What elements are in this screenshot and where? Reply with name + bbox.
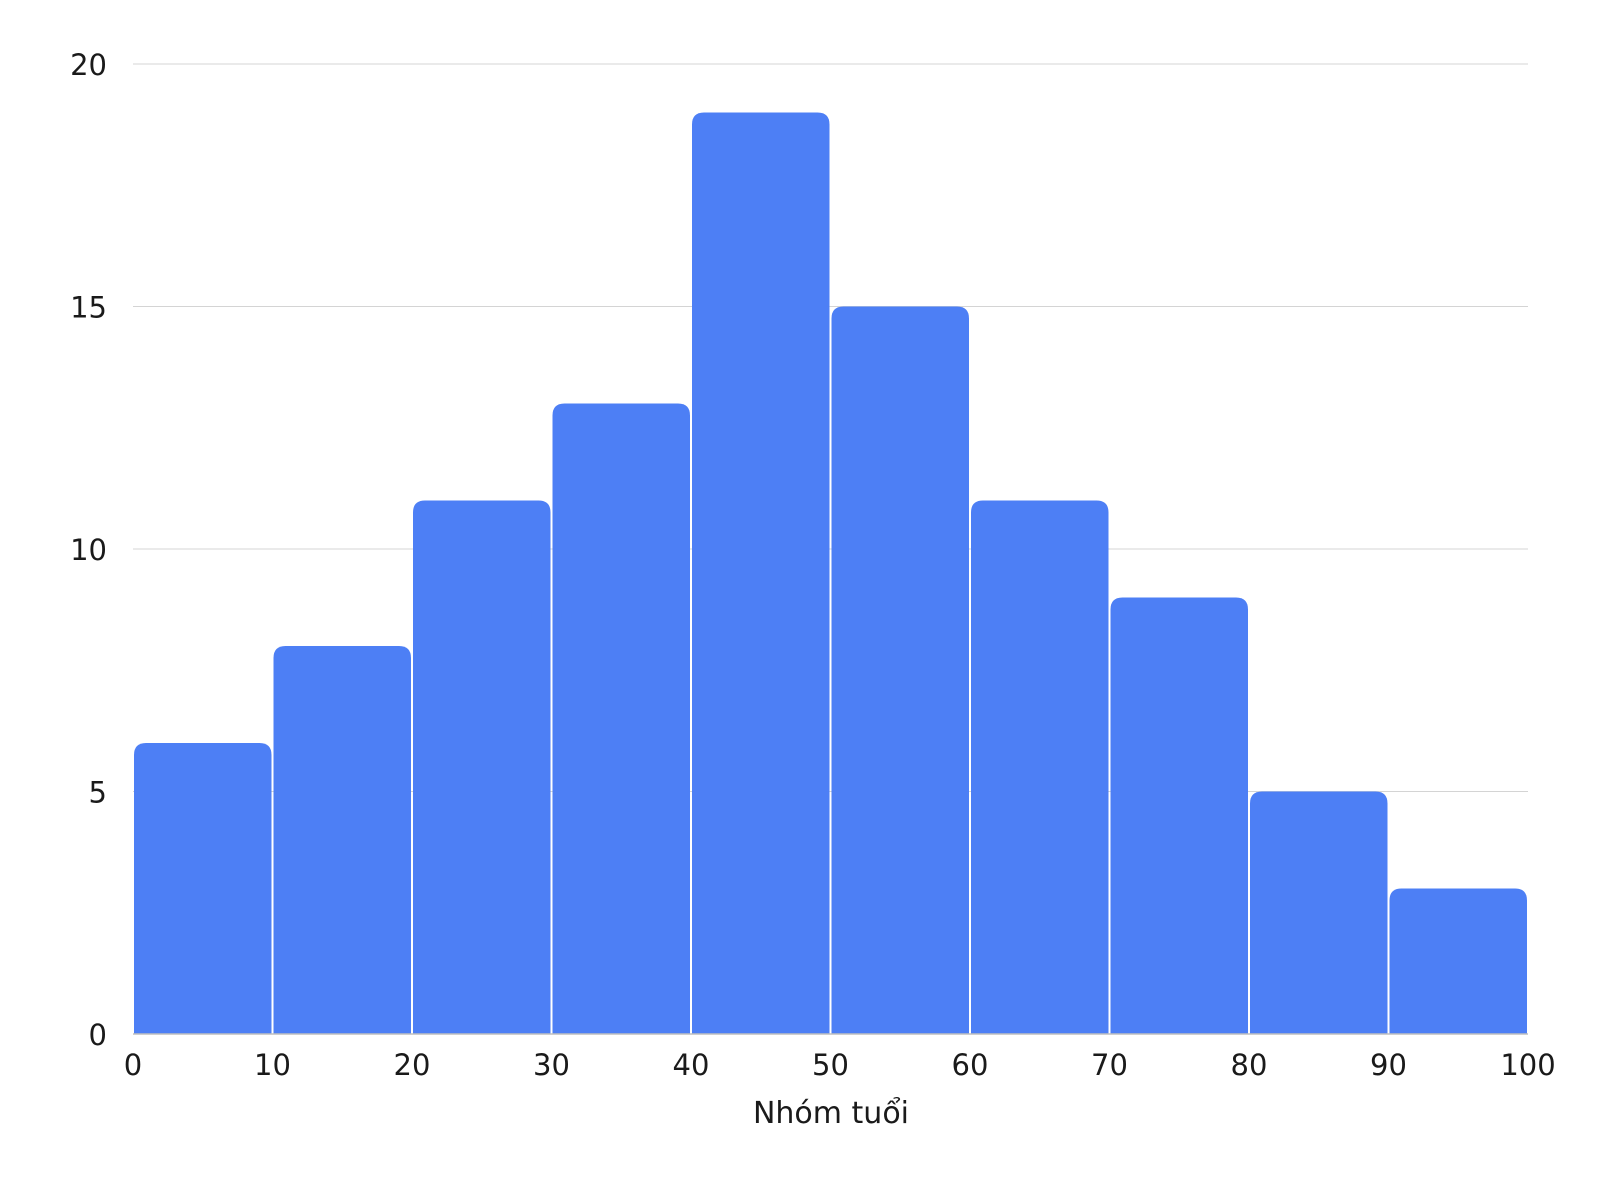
y-tick-labels: 0 5 10 15 20: [70, 48, 107, 1052]
x-tick-label: 0: [124, 1048, 142, 1082]
histogram-bar: [692, 112, 830, 1034]
x-tick-label: 90: [1370, 1048, 1407, 1082]
y-tick-label: 0: [89, 1018, 107, 1052]
y-tick-label: 10: [70, 533, 107, 567]
histogram-bar: [413, 500, 551, 1034]
x-tick-label: 30: [533, 1048, 570, 1082]
x-tick-label: 60: [952, 1048, 989, 1082]
x-tick-label: 40: [673, 1048, 710, 1082]
histogram-bar: [971, 500, 1109, 1034]
histogram-bar: [831, 306, 969, 1034]
x-tick-label: 80: [1231, 1048, 1268, 1082]
x-tick-label: 100: [1500, 1048, 1555, 1082]
histogram-bar: [134, 743, 272, 1034]
x-axis-title: Nhóm tuổi: [753, 1095, 909, 1131]
x-tick-label: 20: [394, 1048, 431, 1082]
bars: [134, 112, 1527, 1034]
x-tick-label: 10: [254, 1048, 291, 1082]
y-tick-label: 20: [70, 48, 107, 82]
y-tick-label: 15: [70, 291, 107, 325]
x-tick-label: 50: [812, 1048, 849, 1082]
histogram-bar: [273, 646, 411, 1034]
histogram-bar: [1110, 597, 1248, 1034]
histogram-bar: [1389, 888, 1527, 1034]
histogram-bar: [552, 403, 690, 1034]
histogram-bar: [1250, 791, 1388, 1034]
x-tick-labels: 0 10 20 30 40 50 60 70 80 90 100: [124, 1048, 1556, 1082]
y-tick-label: 5: [89, 776, 107, 810]
x-tick-label: 70: [1091, 1048, 1128, 1082]
